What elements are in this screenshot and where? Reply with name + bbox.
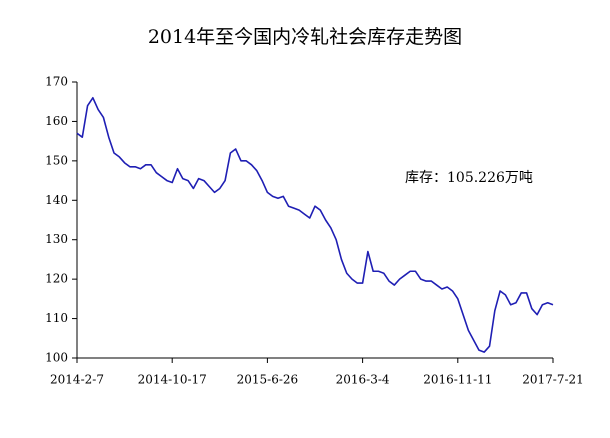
data-line [76,96,554,353]
y-tick-label: 130 [45,232,68,246]
x-tick-label: 2016-11-11 [423,373,492,387]
y-tick-label: 150 [45,153,68,167]
y-tick-label: 100 [45,351,68,365]
x-tick-label: 2014-2-7 [50,373,104,387]
y-tick-label: 140 [45,193,68,207]
y-tick-label: 120 [45,272,68,286]
y-tick-label: 170 [45,75,68,89]
chart-title: 2014年至今国内冷轧社会库存走势图 [148,26,462,48]
y-tick-label: 160 [45,114,68,128]
x-tick-label: 2017-7-21 [522,373,584,387]
x-tick-label: 2016-3-4 [336,373,390,387]
x-tick-label: 2015-6-26 [237,373,299,387]
annotation: 库存：105.226万吨 [405,170,533,186]
x-tick-label: 2014-10-17 [138,373,207,387]
y-tick-label: 110 [45,311,68,325]
